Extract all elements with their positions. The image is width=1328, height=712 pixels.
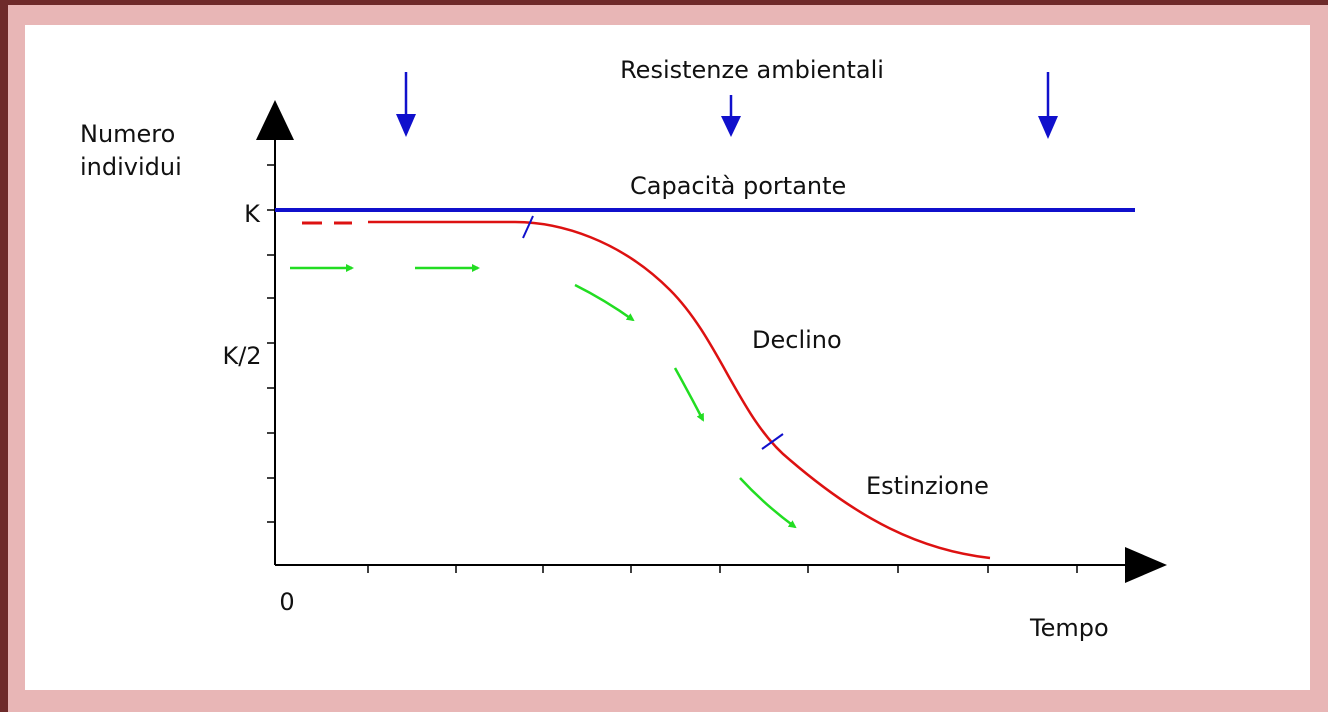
resistance-arrowheads — [396, 114, 1058, 139]
axes — [267, 135, 1130, 573]
x-ticks — [367, 565, 1078, 573]
frame-edge — [0, 0, 1328, 5]
phase-mark — [761, 433, 784, 450]
level-label: K/2 — [222, 342, 261, 370]
extinction-label: Estinzione — [866, 472, 989, 500]
y-arrowhead — [256, 100, 294, 140]
phase-mark — [522, 215, 534, 239]
title: Resistenze ambientali — [620, 56, 884, 84]
origin-label: 0 — [279, 588, 294, 616]
x-arrowhead — [1125, 547, 1167, 583]
canvas — [25, 25, 1310, 690]
population-curve — [368, 220, 991, 560]
x-axis-label: Tempo — [1029, 614, 1109, 642]
y-axis-label: individui — [80, 153, 182, 181]
y-ticks — [267, 164, 275, 523]
frame-edge — [0, 0, 8, 712]
resistance-arrows — [404, 72, 1050, 120]
carrying-capacity-label: Capacità portante — [630, 172, 846, 200]
y-axis-label: Numero — [80, 120, 175, 148]
decline-label: Declino — [752, 326, 842, 354]
trend-arrows — [290, 264, 797, 529]
level-label: K — [244, 200, 261, 228]
